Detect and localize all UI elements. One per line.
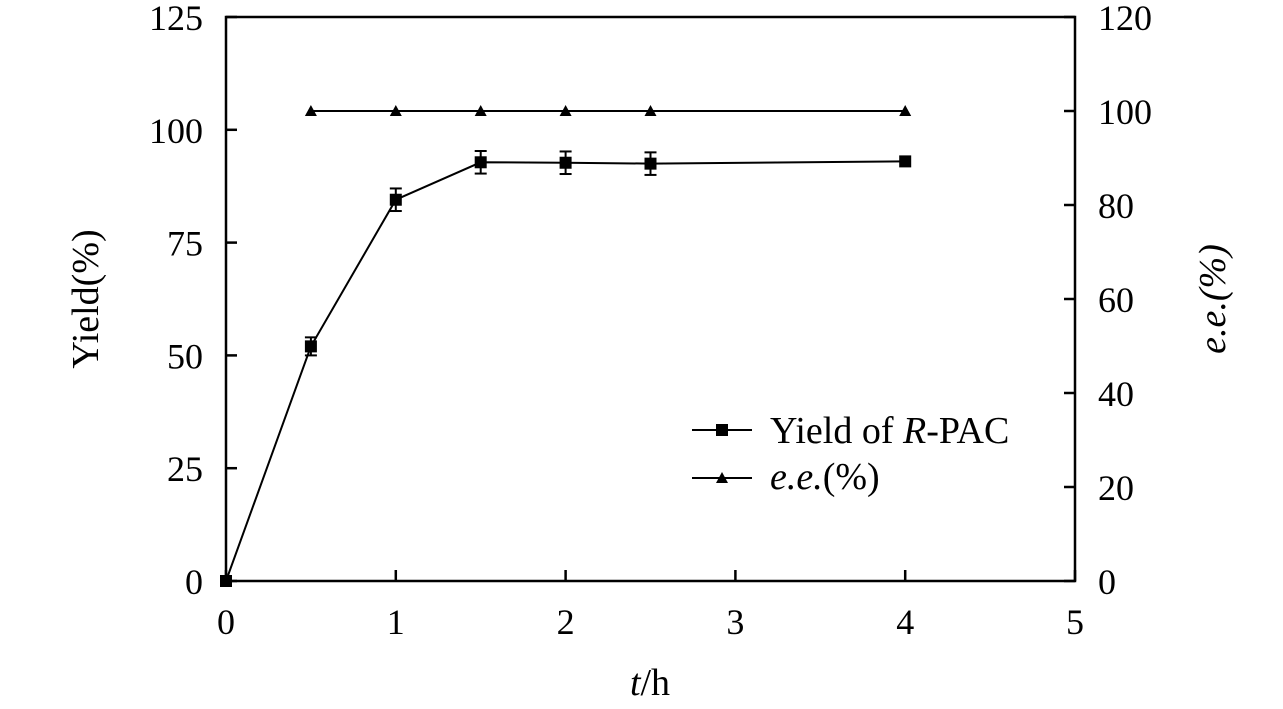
x-tick-label: 0 [217,602,235,642]
y-left-tick-label: 50 [167,336,203,376]
y-right-tick-label: 20 [1098,468,1134,508]
y-right-tick-label: 120 [1098,0,1152,38]
y-left-tick-label: 0 [185,562,203,602]
data-point-yield [644,157,657,170]
y-left-tick-label: 25 [167,449,203,489]
data-point-ee [389,105,402,116]
y-left-tick-label: 75 [167,224,203,264]
x-axis-title: t/h [630,662,670,704]
data-point-yield [389,193,402,206]
legend-label-yield: Yield of R-PAC [770,410,1009,452]
y-right-tick-label: 100 [1098,92,1152,132]
data-point-yield [559,156,572,169]
series-line-yield [225,160,906,582]
y-left-tick-label: 125 [149,0,203,38]
x-tick-label: 3 [726,602,744,642]
y-right-axis-title: e.e.(%) [1192,244,1234,354]
legend-label-ee-part1: e.e. [770,456,823,498]
plot-frame [224,15,1077,583]
data-point-ee [559,105,572,116]
data-point-yield [220,575,232,587]
x-tick-label: 1 [387,602,405,642]
y-left-axis-title: Yield(%) [65,229,107,368]
y-left-axis-ticks: 0 25 50 75 100 125 [149,0,237,602]
data-point-ee [899,105,912,116]
legend-marker-square [716,424,728,436]
legend-label-ee: e.e.(%) [770,456,880,498]
series-layer [220,105,912,587]
legend-item-yield: Yield of R-PAC [692,410,1009,452]
y-right-axis-ticks: 0 20 40 60 80 100 120 [1064,0,1152,602]
data-point-ee [474,105,487,116]
legend-label-ee-part2: (%) [823,456,880,498]
data-point-ee [644,105,657,116]
y-right-tick-label: 0 [1098,562,1116,602]
y-right-tick-label: 80 [1098,186,1134,226]
x-axis-ticks: 0 1 2 3 4 5 [217,570,1084,642]
legend-label-yield-part1: Yield of [770,410,903,452]
y-right-tick-label: 40 [1098,374,1134,414]
y-left-tick-label: 100 [149,111,203,151]
x-tick-label: 4 [896,602,914,642]
y-right-tick-label: 60 [1098,280,1134,320]
x-axis-title-italic: t [630,662,642,704]
legend-label-yield-part2: R [902,410,926,452]
data-point-yield [899,155,912,168]
data-point-yield [474,156,487,169]
legend-item-ee: e.e.(%) [692,456,880,498]
legend-label-yield-part3: -PAC [926,410,1009,452]
x-axis-title-rest: /h [641,662,671,704]
data-point-yield [304,340,317,353]
x-tick-label: 2 [557,602,575,642]
legend: Yield of R-PAC e.e.(%) [692,410,1009,498]
data-point-ee [304,105,317,116]
x-tick-label: 5 [1066,602,1084,642]
plot-area-border [224,15,1077,583]
legend-marker-triangle [716,472,728,483]
